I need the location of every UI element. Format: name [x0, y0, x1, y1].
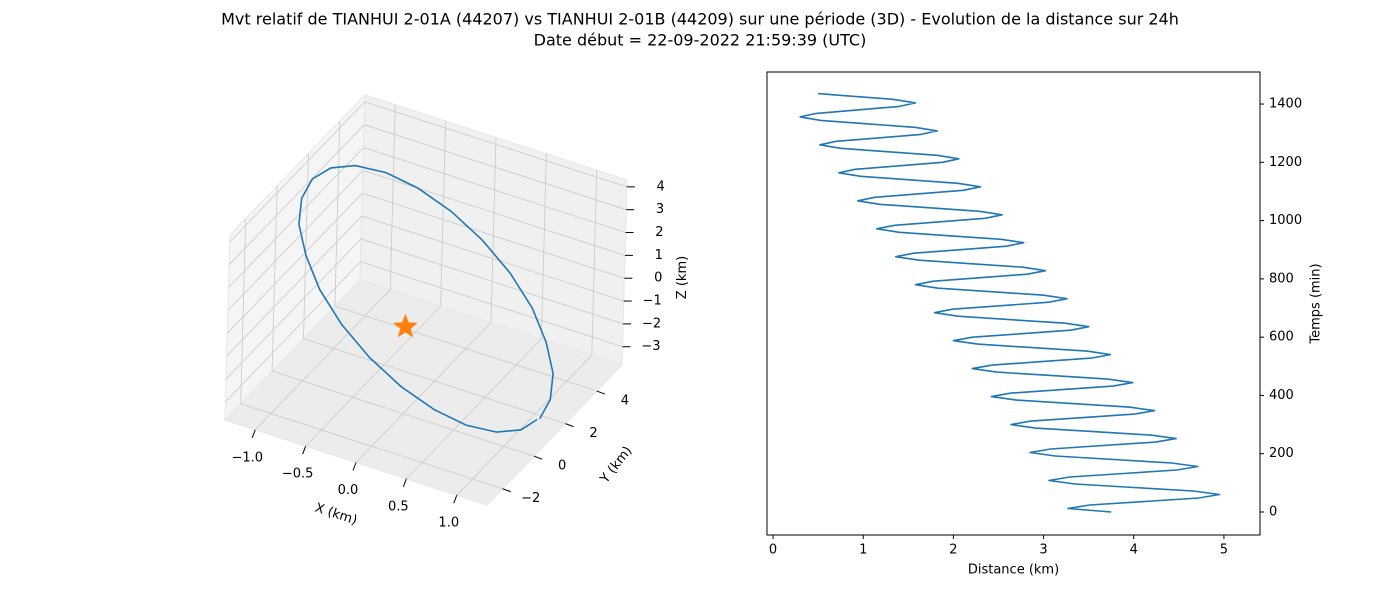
- grid-line: [240, 403, 503, 490]
- grid-line: [355, 322, 492, 463]
- z-tick-label: 4: [657, 179, 665, 194]
- orbit-line: [298, 164, 554, 433]
- figure-title: Mvt relatif de TIANHUI 2-01A (44207) vs …: [221, 10, 1179, 29]
- grid-line: [225, 261, 361, 403]
- grid-line: [364, 124, 627, 211]
- x-tick-label: 4: [1130, 543, 1138, 558]
- grid-line: [228, 147, 364, 288]
- grid-line: [225, 238, 362, 380]
- x-tick-label: 0.5: [388, 499, 409, 514]
- grid-line: [406, 338, 542, 480]
- y-tick-label: 2: [589, 426, 597, 441]
- grid-line: [362, 192, 625, 279]
- x-axis-label: Distance (km): [968, 563, 1059, 578]
- grid-line: [228, 124, 365, 265]
- y-tick: [533, 455, 543, 460]
- y-tick: [502, 488, 511, 493]
- y-tick-label: 4: [621, 394, 629, 409]
- figure-subtitle: Date début = 22-09-2022 21:59:39 (UTC): [534, 31, 867, 50]
- grid-line: [240, 218, 247, 404]
- grid-line: [540, 153, 547, 339]
- grid-line: [271, 370, 535, 457]
- z-tick-label: −1: [643, 294, 662, 309]
- x-tick: [352, 462, 357, 471]
- x-tick: [302, 445, 307, 455]
- grid-line: [440, 121, 447, 307]
- x-tick-label: −0.5: [282, 467, 314, 482]
- grid-line: [456, 354, 593, 496]
- y-tick-label: 0: [1269, 504, 1277, 519]
- origin-marker: [393, 313, 418, 338]
- grid-line: [363, 147, 626, 233]
- y-tick-label: 0: [558, 459, 566, 474]
- x-tick-label: 1.0: [438, 516, 459, 531]
- grid-line: [360, 261, 623, 348]
- grid-line: [591, 170, 598, 356]
- grid-line: [303, 338, 566, 424]
- grid-line: [227, 170, 364, 311]
- grid-line: [389, 104, 396, 290]
- grid-line: [303, 153, 309, 339]
- x-tick: [402, 478, 407, 488]
- grid-line: [271, 186, 278, 372]
- grid-line: [254, 289, 391, 431]
- x-tick: [453, 495, 458, 504]
- y-tick-label: 200: [1269, 446, 1294, 461]
- x-tick-label: 3: [1039, 543, 1047, 558]
- grid-line: [229, 101, 366, 243]
- y-tick-label: 1000: [1269, 213, 1302, 228]
- x-tick-label: 2: [949, 543, 957, 558]
- grid-line: [360, 238, 624, 325]
- z-tick-label: −3: [641, 339, 660, 354]
- y-axis-label: Temps (min): [1309, 263, 1324, 344]
- grid-line: [227, 192, 363, 334]
- grid-line: [490, 137, 497, 323]
- x-tick-label: −1.0: [231, 450, 263, 465]
- x-tick: [251, 429, 256, 438]
- y-tick-label: 1400: [1269, 97, 1302, 112]
- z-tick-label: 3: [656, 202, 664, 217]
- y-tick-label: 800: [1269, 271, 1294, 286]
- distance-line: [799, 92, 1221, 513]
- plot-frame: [766, 71, 1261, 536]
- grid-line: [362, 169, 626, 256]
- y-tick-label: 1200: [1269, 155, 1302, 170]
- grid-line: [334, 121, 341, 307]
- grid-line: [364, 101, 627, 188]
- z-tick-label: −2: [642, 316, 661, 331]
- z-tick-label: 0: [654, 271, 662, 286]
- z-axis-label: Z (km): [675, 256, 690, 299]
- x-tick-label: 5: [1220, 543, 1228, 558]
- x-tick-label: 1: [859, 543, 867, 558]
- z-tick-label: 1: [655, 248, 663, 263]
- y-tick: [596, 390, 606, 395]
- y-tick-label: 600: [1269, 330, 1294, 345]
- grid-line: [226, 215, 363, 357]
- x-tick-label: 0: [769, 543, 777, 558]
- x-tick-label: 0.0: [338, 483, 359, 498]
- grid-line: [361, 215, 624, 302]
- y-tick: [565, 423, 574, 428]
- y-tick-label: −2: [521, 491, 540, 506]
- grid-line: [305, 305, 441, 447]
- y-tick-label: 400: [1269, 388, 1294, 403]
- z-tick-label: 2: [655, 225, 663, 240]
